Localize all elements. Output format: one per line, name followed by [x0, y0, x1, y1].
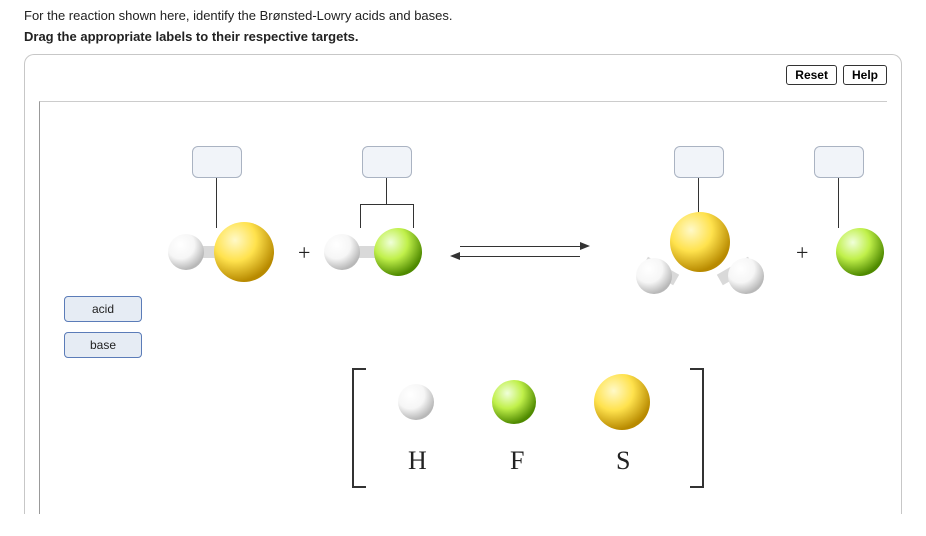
bracket-right: [690, 368, 704, 488]
drop-slot-2[interactable]: [362, 146, 412, 178]
instruction-text: Drag the appropriate labels to their res…: [24, 29, 902, 44]
arrow-head-icon: [450, 252, 460, 260]
reaction-diagram: [160, 206, 900, 326]
equilibrium-arrow: [460, 246, 580, 247]
question-text: For the reaction shown here, identify th…: [24, 8, 902, 23]
connector-line: [360, 204, 414, 205]
interaction-panel: Reset Help acid base: [24, 54, 902, 514]
drop-slot-1[interactable]: [192, 146, 242, 178]
drop-slot-4[interactable]: [814, 146, 864, 178]
reset-button[interactable]: Reset: [786, 65, 837, 85]
help-button[interactable]: Help: [843, 65, 887, 85]
label-acid[interactable]: acid: [64, 296, 142, 322]
label-base[interactable]: base: [64, 332, 142, 358]
legend-letter-s: S: [616, 446, 630, 476]
drop-slot-3[interactable]: [674, 146, 724, 178]
work-area: acid base: [39, 101, 887, 514]
plus-operator: +: [298, 240, 310, 266]
legend-letter-h: H: [408, 446, 427, 476]
arrow-head-icon: [580, 242, 590, 250]
panel-buttons: Reset Help: [786, 65, 887, 85]
legend-atoms: [386, 374, 686, 444]
connector-line: [386, 178, 387, 204]
bracket-left: [352, 368, 366, 488]
plus-operator: +: [796, 240, 808, 266]
legend-letter-f: F: [510, 446, 524, 476]
equilibrium-arrow: [460, 256, 580, 257]
